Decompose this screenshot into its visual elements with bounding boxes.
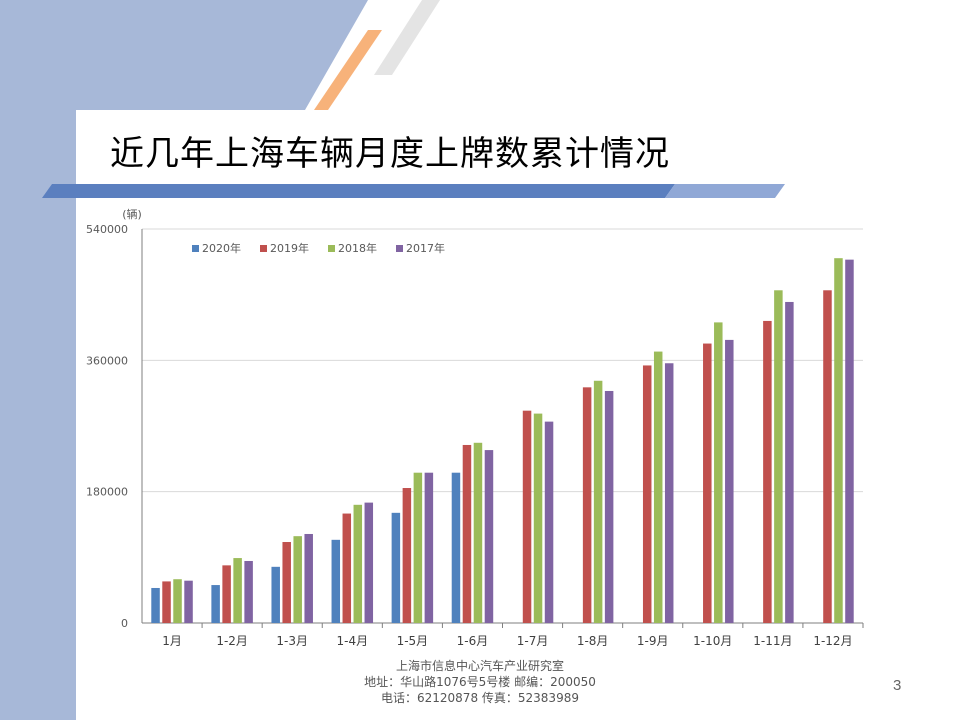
bar-2017年 (244, 560, 253, 623)
bar-2020年 (151, 587, 160, 623)
bar-2017年 (184, 580, 193, 623)
bar-2019年 (642, 365, 652, 623)
y-tick-label: 180000 (86, 486, 128, 499)
bar-2017年 (364, 502, 374, 623)
bar-2018年 (353, 504, 363, 623)
legend-label: 2018年 (338, 241, 377, 255)
y-axis-unit-label: (辆) (122, 207, 142, 221)
x-tick-label: 1-3月 (276, 634, 308, 648)
x-tick-label: 1-4月 (336, 634, 368, 648)
title-card (76, 110, 960, 184)
bar-2017年 (544, 421, 554, 623)
bar-2019年 (462, 444, 472, 623)
bar-2018年 (714, 322, 723, 623)
bar-2019年 (703, 343, 712, 623)
bar-2017年 (845, 259, 854, 623)
x-tick-label: 1-6月 (457, 634, 489, 648)
x-tick-label: 1-11月 (753, 634, 792, 648)
bar-2018年 (533, 413, 543, 623)
bar-2018年 (413, 472, 423, 623)
bar-2018年 (834, 258, 843, 623)
x-tick-label: 1-8月 (577, 634, 609, 648)
bar-2019年 (582, 387, 592, 623)
bar-2018年 (774, 290, 783, 623)
legend-label: 2019年 (270, 241, 309, 255)
bar-2020年 (271, 566, 280, 623)
bar-2017年 (725, 339, 734, 623)
bar-2020年 (331, 539, 341, 623)
bar-2017年 (484, 450, 494, 623)
bar-2018年 (593, 380, 603, 623)
legend-label: 2020年 (202, 241, 241, 255)
bar-2018年 (173, 579, 182, 623)
bar-2018年 (473, 442, 483, 623)
title-underline-band (42, 184, 675, 198)
x-tick-label: 1-7月 (517, 634, 549, 648)
bar-2020年 (211, 585, 220, 623)
bar-2017年 (785, 301, 794, 623)
orange-stripe (314, 30, 382, 110)
gray-stripe (374, 0, 440, 75)
x-tick-label: 1月 (162, 634, 182, 648)
title-underline-band-light (665, 184, 785, 198)
footer-address: 地址：华山路1076号5号楼 邮编：200050 (364, 675, 596, 689)
page-number: 3 (893, 677, 902, 694)
legend-label: 2017年 (406, 241, 445, 255)
bar-2020年 (391, 512, 401, 623)
bar-2018年 (233, 558, 242, 623)
x-tick-label: 1-12月 (813, 634, 852, 648)
bar-2019年 (763, 320, 772, 623)
bar-chart: 0 180000 360000 540000 (辆) 1月 1-2月 1-3月 1-4月 1-5月… (86, 207, 864, 648)
bar-2019年 (522, 410, 532, 623)
bar-2017年 (604, 390, 614, 623)
bar-2018年 (653, 351, 663, 623)
x-tick-label: 1-10月 (693, 634, 732, 648)
bar-2017年 (424, 472, 434, 623)
footer: 上海市信息中心汽车产业研究室 地址：华山路1076号5号楼 邮编：200050 … (330, 658, 630, 706)
footer-contact: 电话：62120878 传真：52383989 (381, 691, 579, 705)
y-tick-label: 360000 (86, 354, 128, 367)
x-tick-label: 1-9月 (637, 634, 669, 648)
legend-swatch (396, 245, 403, 252)
legend-swatch (192, 245, 199, 252)
footer-org: 上海市信息中心汽车产业研究室 (395, 659, 564, 673)
slide-title: 近几年上海车辆月度上牌数累计情况 (110, 134, 670, 174)
left-sidebar (0, 0, 368, 720)
chart-area: 0 180000 360000 540000 (辆) 1月 1-2月 1-3月 1-4月 1-5月… (80, 200, 880, 655)
bar-2019年 (162, 581, 171, 623)
bar-2017年 (304, 533, 313, 623)
x-tick-label: 1-5月 (397, 634, 429, 648)
legend-swatch (260, 245, 267, 252)
x-tick-label: 1-2月 (216, 634, 248, 648)
bar-2019年 (402, 488, 412, 623)
bar-2017年 (664, 363, 674, 623)
y-tick-label: 540000 (86, 223, 128, 236)
bar-2019年 (282, 542, 291, 623)
legend-swatch (328, 245, 335, 252)
bar-2019年 (342, 513, 352, 623)
bar-2018年 (293, 536, 302, 623)
y-tick-label: 0 (121, 617, 128, 630)
bar-2019年 (222, 565, 231, 623)
bar-2020年 (451, 472, 461, 623)
bar-2019年 (823, 290, 832, 623)
